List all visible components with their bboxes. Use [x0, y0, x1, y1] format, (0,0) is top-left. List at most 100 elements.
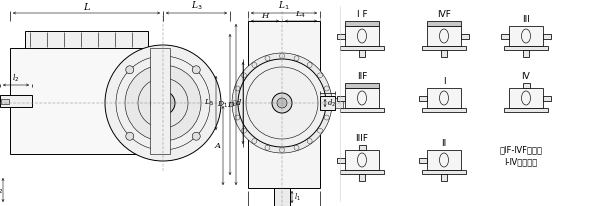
Circle shape	[326, 101, 331, 105]
Text: IVF: IVF	[437, 9, 451, 19]
Bar	[10, 48, 155, 154]
Bar	[345, 88, 379, 108]
Circle shape	[151, 91, 175, 115]
Circle shape	[317, 128, 323, 133]
Bar	[509, 88, 543, 108]
Circle shape	[265, 145, 270, 150]
Circle shape	[280, 147, 284, 152]
Bar	[345, 21, 379, 26]
Bar	[359, 173, 365, 180]
Text: L$_4$: L$_4$	[295, 9, 307, 20]
Circle shape	[324, 86, 329, 91]
Bar	[422, 46, 466, 49]
Bar	[25, 31, 148, 48]
Text: d: d	[236, 99, 241, 107]
Circle shape	[272, 93, 292, 113]
Circle shape	[324, 115, 329, 120]
Circle shape	[105, 45, 221, 161]
Bar	[0, 95, 32, 107]
Bar	[441, 173, 447, 180]
Circle shape	[125, 65, 201, 141]
Bar	[523, 83, 530, 88]
Bar	[359, 145, 365, 150]
Circle shape	[294, 56, 299, 61]
Text: L$_2$: L$_2$	[278, 205, 289, 206]
Bar	[427, 21, 461, 26]
Text: D$_1$: D$_1$	[217, 99, 228, 110]
Bar	[523, 49, 529, 56]
Circle shape	[307, 62, 312, 68]
Bar	[419, 158, 427, 163]
Text: H: H	[262, 12, 269, 20]
Bar	[320, 96, 335, 110]
Circle shape	[265, 56, 270, 61]
Bar	[427, 88, 461, 108]
Text: Ⅰ-Ⅳ无风扇）: Ⅰ-Ⅳ无风扇）	[505, 158, 538, 166]
Circle shape	[277, 98, 287, 108]
Bar	[501, 34, 509, 39]
Text: III: III	[522, 15, 530, 24]
Bar	[359, 49, 365, 56]
Bar	[345, 26, 379, 46]
Circle shape	[252, 62, 257, 68]
Circle shape	[307, 138, 312, 144]
Circle shape	[294, 145, 299, 150]
Bar	[337, 34, 345, 39]
Bar	[345, 150, 379, 170]
Bar	[441, 49, 447, 56]
Bar	[543, 96, 551, 101]
Bar	[419, 96, 427, 101]
Text: L$_3$: L$_3$	[191, 0, 202, 12]
Circle shape	[192, 66, 200, 74]
Text: L$_5$: L$_5$	[204, 98, 214, 108]
Circle shape	[280, 54, 284, 59]
Bar	[504, 108, 548, 111]
Bar	[274, 188, 290, 206]
Circle shape	[126, 66, 134, 74]
Bar	[340, 46, 384, 49]
Bar	[422, 108, 466, 111]
Text: IV: IV	[521, 72, 530, 81]
Text: A: A	[215, 142, 221, 150]
Circle shape	[192, 132, 200, 140]
Text: l$_1$: l$_1$	[294, 191, 301, 202]
Circle shape	[241, 73, 247, 78]
Bar	[504, 46, 548, 49]
Text: IIF: IIF	[357, 71, 367, 81]
Circle shape	[252, 138, 257, 144]
Bar	[337, 96, 345, 101]
Text: L$_1$: L$_1$	[278, 0, 290, 12]
Bar	[427, 26, 461, 46]
Text: （ⅠF-ⅣF有风扇: （ⅠF-ⅣF有风扇	[499, 145, 542, 154]
Bar	[150, 48, 170, 154]
Text: IIIF: IIIF	[355, 134, 368, 143]
Bar	[248, 21, 320, 188]
Bar	[422, 170, 466, 173]
Text: L: L	[83, 2, 90, 12]
Text: D: D	[227, 101, 234, 109]
Bar	[509, 26, 543, 46]
Text: l$_2$: l$_2$	[12, 73, 20, 84]
Bar	[427, 150, 461, 170]
Bar	[335, 98, 343, 108]
Text: d$_2$: d$_2$	[327, 97, 336, 109]
Circle shape	[235, 115, 240, 120]
Bar	[340, 170, 384, 173]
Bar	[345, 82, 379, 88]
Bar	[543, 34, 551, 39]
Text: II: II	[442, 139, 446, 148]
Circle shape	[232, 53, 332, 153]
Circle shape	[241, 128, 247, 133]
Circle shape	[238, 59, 326, 147]
Text: l$_2$: l$_2$	[0, 184, 3, 196]
Circle shape	[126, 132, 134, 140]
Circle shape	[235, 86, 240, 91]
Circle shape	[233, 101, 238, 105]
Text: I F: I F	[356, 9, 367, 19]
Circle shape	[317, 73, 323, 78]
Bar	[337, 158, 345, 163]
Bar	[1, 98, 9, 103]
Bar	[340, 108, 384, 111]
Text: I: I	[443, 77, 445, 86]
Bar	[461, 34, 469, 39]
